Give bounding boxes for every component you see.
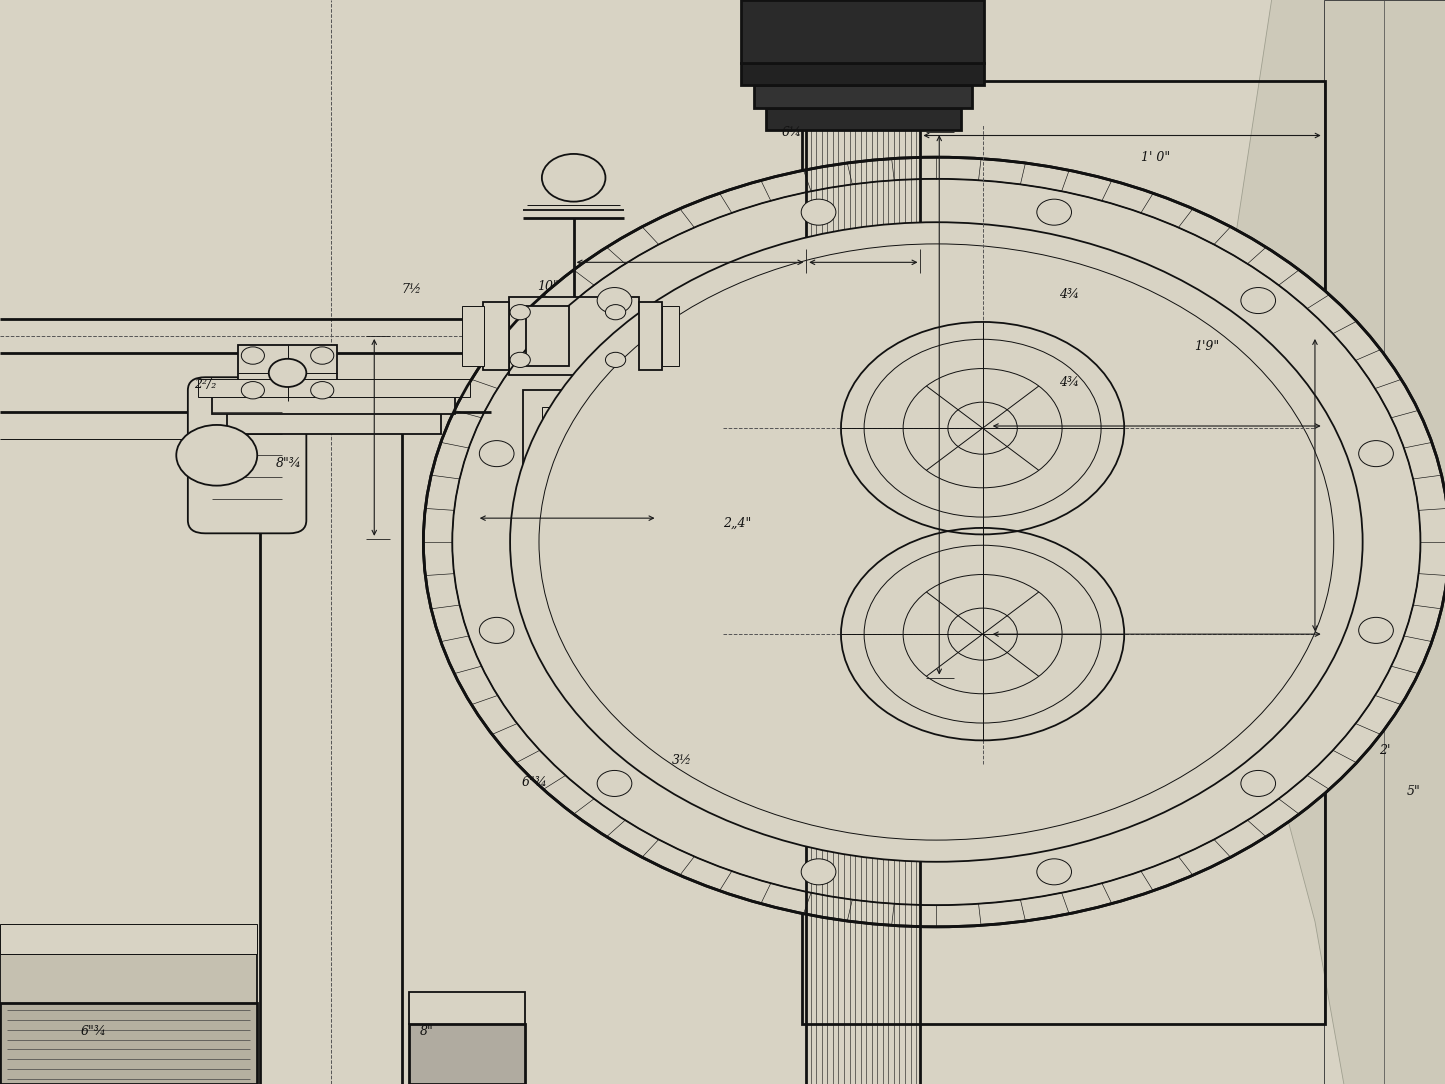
Text: 2': 2': [1379, 744, 1390, 757]
Circle shape: [423, 157, 1445, 927]
Bar: [741, 63, 984, 85]
Bar: [483, 302, 509, 370]
Circle shape: [597, 287, 631, 313]
Circle shape: [1358, 618, 1393, 644]
Circle shape: [605, 352, 626, 367]
Circle shape: [510, 352, 530, 367]
Circle shape: [605, 305, 626, 320]
Bar: [409, 992, 525, 1024]
Text: 1'9": 1'9": [1194, 340, 1220, 353]
FancyBboxPatch shape: [188, 377, 306, 533]
Bar: [212, 395, 455, 414]
Circle shape: [480, 618, 514, 644]
Polygon shape: [1214, 0, 1445, 1084]
Bar: [802, 81, 1325, 1024]
Circle shape: [311, 347, 334, 364]
Circle shape: [801, 859, 835, 885]
Text: 7½: 7½: [402, 283, 422, 296]
Circle shape: [452, 179, 1420, 905]
Bar: [741, 0, 984, 63]
Text: 2²/₂: 2²/₂: [194, 378, 217, 391]
Circle shape: [801, 199, 835, 225]
Text: 2„4": 2„4": [722, 517, 751, 530]
Text: 6"¾: 6"¾: [522, 776, 548, 789]
Circle shape: [176, 425, 257, 486]
Bar: [785, 676, 941, 694]
Bar: [766, 108, 961, 130]
Bar: [542, 406, 795, 553]
Circle shape: [1038, 199, 1072, 225]
Bar: [776, 656, 949, 678]
Bar: [1324, 0, 1445, 1084]
Text: 6¼: 6¼: [782, 126, 802, 139]
Text: 3½: 3½: [672, 754, 692, 767]
Circle shape: [1038, 859, 1072, 885]
Circle shape: [510, 305, 530, 320]
Circle shape: [597, 771, 631, 797]
Text: 6"¾: 6"¾: [81, 1025, 107, 1038]
Bar: [0, 924, 257, 954]
Text: 10": 10": [536, 280, 559, 293]
Circle shape: [241, 382, 264, 399]
Bar: [198, 379, 470, 397]
Text: 8": 8": [419, 1025, 433, 1038]
Bar: [754, 85, 972, 108]
Circle shape: [542, 154, 605, 202]
Bar: [639, 302, 662, 370]
Circle shape: [480, 440, 514, 466]
Circle shape: [311, 382, 334, 399]
Circle shape: [510, 222, 1363, 862]
Text: 1' 0": 1' 0": [1142, 151, 1170, 164]
Circle shape: [269, 359, 306, 387]
Circle shape: [1241, 287, 1276, 313]
Bar: [509, 297, 639, 375]
Bar: [526, 306, 569, 366]
Bar: [409, 1024, 525, 1084]
Text: 8"¾: 8"¾: [276, 457, 302, 470]
Bar: [227, 412, 441, 434]
Text: 4¾: 4¾: [1059, 288, 1079, 301]
Bar: [0, 954, 257, 1003]
Circle shape: [241, 347, 264, 364]
Bar: [462, 306, 484, 366]
Text: 4¾: 4¾: [1059, 376, 1079, 389]
Circle shape: [1358, 440, 1393, 466]
Bar: [523, 390, 812, 575]
Circle shape: [1241, 771, 1276, 797]
Bar: [238, 345, 337, 401]
Text: 5": 5": [1406, 785, 1420, 798]
Bar: [0, 1003, 257, 1084]
Bar: [662, 306, 679, 366]
